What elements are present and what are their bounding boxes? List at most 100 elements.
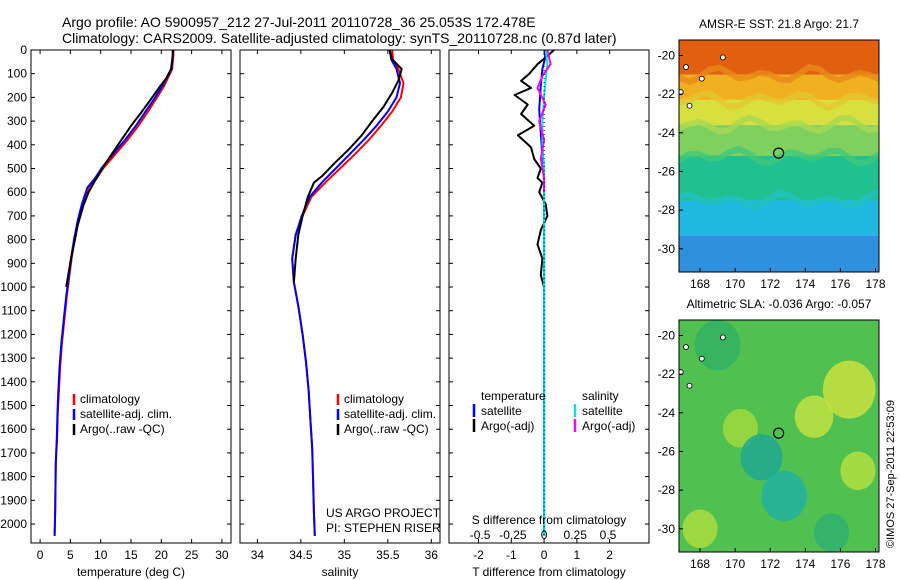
- sla-patch: [722, 408, 758, 448]
- y-tick-label: 200: [7, 90, 27, 104]
- s-tick-label: 0: [541, 528, 548, 542]
- island-icon: [683, 344, 689, 350]
- temperature-profile-series: [53, 50, 175, 536]
- sla-patch: [694, 320, 741, 371]
- y-tick-label: -24: [658, 406, 676, 420]
- legend-label: Argo(-adj): [582, 419, 635, 433]
- legend-label: climatology: [344, 392, 404, 406]
- x-tick-label: 174: [795, 557, 815, 571]
- argo-position-marker: [773, 147, 785, 159]
- x-tick-label: 170: [725, 557, 745, 571]
- legend-salinity-title: salinity: [582, 389, 619, 403]
- difference-profile-frame: [448, 49, 650, 544]
- difference-profile-xlabel: T difference from climatology: [472, 565, 626, 579]
- sla-patch: [761, 470, 808, 522]
- y-tick-label: -22: [658, 367, 676, 381]
- salinity-profile-series: [291, 50, 405, 536]
- salinity-profile-panel: 34 34.5 35 35.5 36 salinity climatologysatelli…: [239, 49, 441, 579]
- s-tick-label: 0.25: [564, 528, 588, 542]
- x-tick-label: 0: [37, 548, 44, 562]
- imos-timestamp: ©IMOS 27-Sep-2011 22:53:09: [885, 400, 897, 548]
- x-tick-label: 34.5: [289, 548, 313, 562]
- island-icon: [686, 382, 693, 389]
- y-tick-label: 1100: [1, 304, 27, 318]
- sla-patch: [682, 509, 718, 549]
- sla-patch: [794, 395, 834, 438]
- legend-label: Argo(..raw -QC): [80, 422, 165, 436]
- y-tick-label: 600: [7, 185, 27, 199]
- y-tick-label: 400: [7, 138, 27, 152]
- s-tick-label: -0.25: [499, 528, 527, 542]
- x-tick-label: 178: [865, 277, 885, 291]
- difference-profile-series-salinity-argo-adj-: [536, 50, 552, 193]
- difference-top-xlabel: S difference from climatology: [472, 513, 627, 527]
- y-tick-label: 1300: [0, 351, 27, 365]
- legend-label: satellite-adj. clim.: [80, 407, 172, 421]
- y-tick-label: 1700: [0, 446, 27, 460]
- s-tick-label: -0.5: [470, 528, 491, 542]
- salinity-profile-series-argo-raw-qc-: [292, 50, 403, 283]
- sst-band-edge: [679, 189, 879, 210]
- y-tick-label: 1800: [0, 470, 27, 484]
- sla-map-panel: Altimetric SLA: -0.036 Argo: -0.057 168 17…: [658, 297, 886, 571]
- island-icon: [679, 89, 684, 96]
- salinity-profile-series-climatology: [291, 50, 405, 536]
- x-tick-label: 35.5: [376, 548, 400, 562]
- island-icon: [698, 355, 705, 362]
- y-tick-label: -26: [658, 164, 676, 178]
- x-tick-label: 174: [795, 277, 815, 291]
- y-tick-label: 500: [7, 162, 27, 176]
- sst-band-edge: [679, 64, 879, 86]
- y-tick-label: 900: [7, 256, 27, 270]
- temperature-profile-series-satellite-adj-clim-: [53, 50, 174, 536]
- temperature-profile-series-argo-raw-qc-: [65, 50, 174, 288]
- x-tick-label: 15: [124, 548, 138, 562]
- s-tick-label: 0.5: [600, 528, 617, 542]
- x-tick-label: 36: [425, 548, 439, 562]
- project-annotation: US ARGO PROJECT: [326, 506, 441, 520]
- y-tick-label: 100: [7, 67, 27, 81]
- y-tick-label: 1200: [0, 327, 27, 341]
- island-icon: [683, 64, 689, 70]
- y-tick-label: -24: [658, 126, 676, 140]
- sst-band-edge: [679, 90, 879, 112]
- island-icon: [719, 334, 726, 341]
- legend-temperature-title: temperature: [481, 389, 546, 403]
- y-tick-label: -30: [658, 522, 676, 536]
- y-tick-label: 300: [7, 114, 27, 128]
- y-tick-label: 1400: [0, 375, 27, 389]
- legend-label: Argo(-adj): [481, 419, 534, 433]
- sst-map-title: AMSR-E SST: 21.8 Argo: 21.7: [699, 17, 859, 31]
- salinity-profile-frame: [239, 49, 441, 544]
- difference-profile-series-salinity-satellite: [541, 50, 549, 536]
- x-tick-label: 170: [725, 277, 745, 291]
- legend-label: climatology: [80, 392, 140, 406]
- sst-map-field: [679, 40, 879, 272]
- argo-position-marker: [773, 427, 785, 439]
- sla-patch: [740, 434, 783, 481]
- temperature-profile-series-climatology: [53, 50, 175, 536]
- x-tick-label: 172: [760, 557, 780, 571]
- y-tick-label: 1600: [0, 422, 27, 436]
- difference-profile-series-temperature-argo-adj-: [513, 50, 555, 288]
- sst-band: [679, 235, 879, 272]
- y-tick-label: -30: [658, 242, 676, 256]
- sla-patch: [822, 360, 876, 419]
- x-tick-label: 172: [760, 277, 780, 291]
- temperature-profile-frame: [30, 49, 232, 544]
- legend-label: Argo(..raw -QC): [344, 422, 429, 436]
- x-tick-label: 5: [67, 548, 74, 562]
- legend-label: satellite-adj. clim.: [344, 407, 436, 421]
- x-tick-label: -2: [473, 548, 484, 562]
- sla-patch: [814, 513, 850, 552]
- y-tick-label: 1900: [0, 493, 27, 507]
- difference-profile-panel: -2 -1 0 1 2 T difference from climatology S di…: [448, 49, 650, 579]
- y-tick-label: 1000: [0, 280, 27, 294]
- x-tick-label: 30: [215, 548, 229, 562]
- y-tick-label: 700: [7, 209, 27, 223]
- y-tick-label: -20: [658, 328, 676, 342]
- island-icon: [686, 102, 693, 109]
- y-tick-label: 2000: [0, 517, 27, 531]
- x-tick-label: 176: [830, 277, 850, 291]
- y-tick-label: 0: [20, 43, 27, 57]
